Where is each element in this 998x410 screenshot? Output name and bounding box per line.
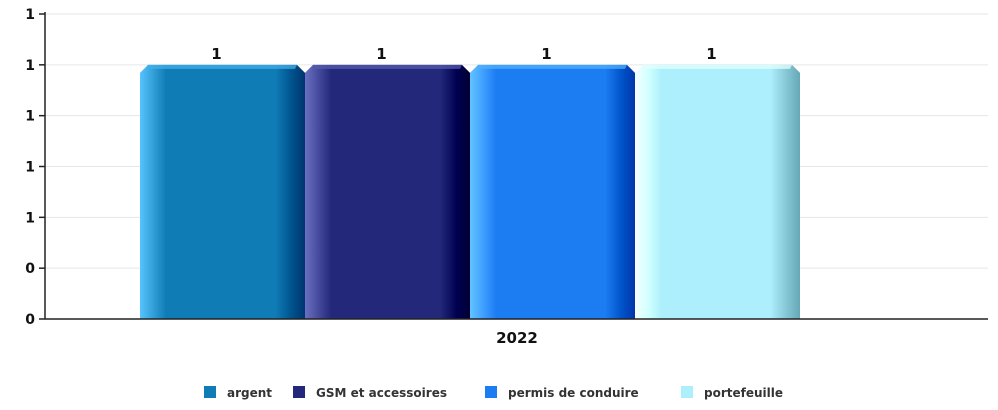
x-axis-categories: 2022 — [496, 329, 538, 347]
bar-portefeuille — [635, 64, 800, 319]
bar-top-face — [148, 64, 297, 69]
legend-label: GSM et accessoires — [316, 386, 447, 400]
data-label: 1 — [541, 45, 551, 63]
bar-argent — [140, 64, 305, 319]
bar-gsm-et-accessoires — [305, 64, 470, 319]
bar-top-face — [313, 64, 462, 69]
legend: argent GSM et accessoires permis de condui… — [204, 386, 783, 400]
data-label: 1 — [706, 45, 716, 63]
y-tick-label: 0 — [25, 261, 35, 277]
legend-item[interactable]: portefeuille — [681, 386, 783, 400]
data-label: 1 — [376, 45, 386, 63]
legend-item[interactable]: GSM et accessoires — [293, 386, 447, 400]
y-tick-label: 1 — [25, 109, 35, 125]
bar-top-face — [643, 64, 792, 69]
legend-item[interactable]: argent — [204, 386, 272, 400]
legend-label: portefeuille — [704, 386, 783, 400]
bar-top-face — [478, 64, 627, 69]
bar-permis-de-conduire — [470, 64, 635, 319]
data-label: 1 — [211, 45, 221, 63]
legend-swatch — [681, 386, 693, 398]
legend-swatch — [293, 386, 305, 398]
legend-swatch — [204, 386, 216, 398]
x-category-label: 2022 — [496, 329, 538, 347]
y-tick-label: 1 — [25, 7, 35, 23]
legend-swatch — [485, 386, 497, 398]
legend-label: argent — [227, 386, 272, 400]
y-tick-label: 1 — [25, 58, 35, 74]
y-tick-label: 1 — [25, 160, 35, 176]
y-axis-ticks: 0 0 1 1 1 1 1 — [25, 7, 45, 328]
y-tick-label: 0 — [25, 312, 35, 328]
bars: 1 1 1 1 — [140, 45, 800, 319]
y-tick-label: 1 — [25, 210, 35, 226]
legend-label: permis de conduire — [508, 386, 639, 400]
legend-item[interactable]: permis de conduire — [485, 386, 639, 400]
